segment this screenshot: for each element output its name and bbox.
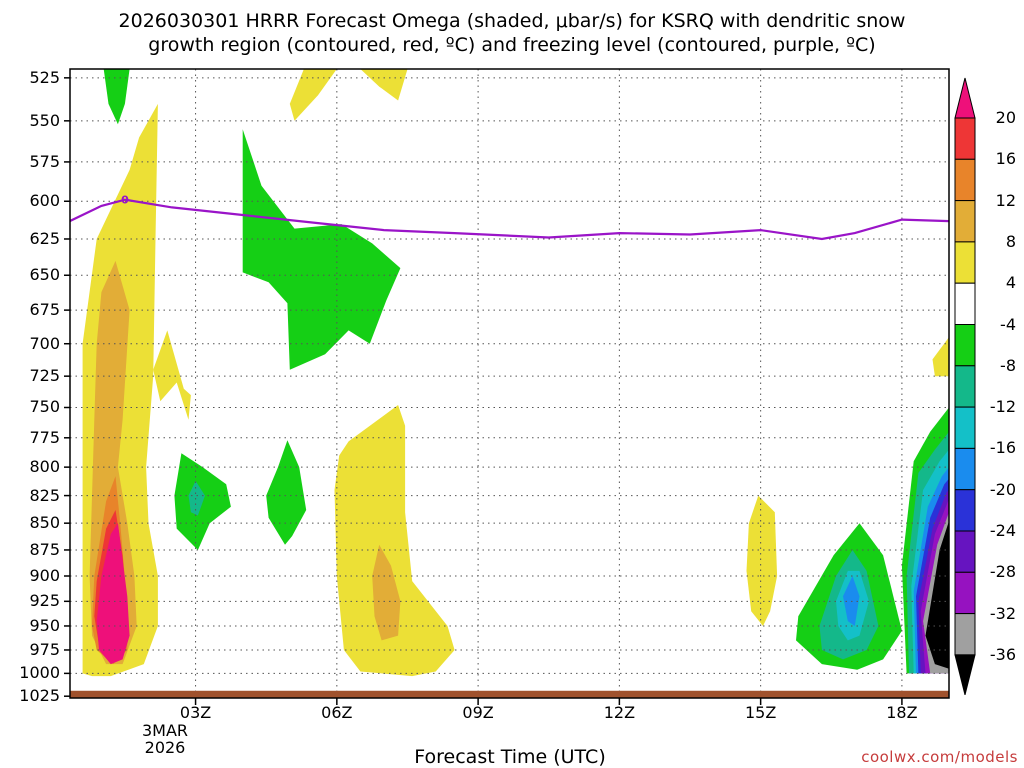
x-tick-label-15Z: 15Z — [744, 703, 777, 722]
colorbar-bin-orange — [954, 158, 976, 202]
x-tick-label-12Z: 12Z — [603, 703, 636, 722]
date-label-year: 2026 — [144, 738, 186, 757]
colorbar-label--4: -4 — [1000, 314, 1016, 334]
omega-region-yellow-1 — [153, 330, 191, 420]
omega-region-yellow-9 — [289, 69, 337, 121]
colorbar-under-arrow — [954, 654, 976, 696]
colorbar-label-20: 20 — [995, 108, 1016, 127]
x-tick-label-18Z: 18Z — [886, 703, 918, 722]
colorbar-bin-purple — [954, 571, 976, 615]
omega-shaded-regions — [82, 69, 949, 677]
y-tick-label-750: 750 — [29, 397, 60, 417]
colorbar-label-16: 16 — [995, 149, 1016, 169]
y-tick-label-725: 725 — [29, 366, 60, 386]
omega-region-yellow-8 — [746, 495, 778, 626]
omega-region-yellow-6 — [334, 405, 455, 677]
colorbar-bin-blue — [954, 447, 976, 491]
freezing-level-layer: 0 — [70, 194, 949, 241]
colorbar-bin-green — [954, 324, 976, 367]
y-tick-label-575: 575 — [29, 151, 60, 171]
y-tick-label-1000: 1000 — [19, 663, 60, 683]
chart-title-line-1: 2026030301 HRRR Forecast Omega (shaded, … — [118, 10, 906, 32]
colorbar-bin-light_orange — [954, 200, 976, 243]
colorbar-label--28: -28 — [989, 562, 1016, 582]
colorbar — [954, 77, 976, 696]
colorbar-label--32: -32 — [989, 603, 1016, 623]
x-tick-label-06Z: 06Z — [321, 703, 353, 722]
omega-region-magenta-5 — [96, 523, 130, 665]
omega-region-black-29 — [925, 521, 949, 669]
axis-ticks — [64, 77, 903, 705]
y-tick-label-775: 775 — [29, 427, 60, 447]
plot-frame — [69, 68, 950, 699]
y-tick-label-925: 925 — [29, 591, 60, 611]
colorbar-label--24: -24 — [989, 521, 1016, 540]
colorbar-label--36: -36 — [989, 644, 1016, 664]
freezing-level-line — [70, 198, 949, 241]
y-tick-label-625: 625 — [29, 228, 60, 248]
colorbar-label--8: -8 — [1000, 355, 1016, 375]
y-tick-label-675: 675 — [29, 300, 60, 320]
y-tick-label-950: 950 — [29, 615, 60, 635]
colorbar-label--16: -16 — [989, 438, 1016, 458]
colorbar-bin-yellow — [954, 241, 976, 284]
omega-region-light_orange-7 — [372, 544, 401, 641]
x-tick-label-09Z: 09Z — [462, 703, 494, 722]
colorbar-label-8: 8 — [1005, 231, 1016, 251]
y-tick-label-825: 825 — [29, 485, 60, 505]
date-label-day: 3MAR — [141, 721, 189, 740]
y-tick-label-800: 800 — [29, 457, 60, 477]
colorbar-over-arrow — [954, 77, 976, 119]
omega-region-green-13 — [242, 129, 401, 370]
ground-band — [70, 690, 949, 698]
y-tick-label-700: 700 — [29, 333, 60, 353]
omega-region-yellow-11 — [932, 337, 949, 377]
colorbar-bin-violet — [954, 530, 976, 573]
colorbar-label-4: 4 — [1005, 273, 1016, 293]
omega-region-green-12 — [103, 69, 130, 125]
colorbar-bin-teal — [954, 365, 976, 408]
y-tick-label-650: 650 — [29, 265, 60, 285]
y-tick-label-525: 525 — [29, 67, 60, 87]
y-tick-label-850: 850 — [29, 513, 60, 533]
colorbar-bin-cyan — [954, 406, 976, 449]
freezing-level-label: 0 — [121, 194, 129, 207]
colorbar-label-12: 12 — [995, 190, 1016, 210]
x-tick-label-03Z: 03Z — [179, 703, 212, 722]
y-tick-label-600: 600 — [29, 191, 60, 211]
colorbar-label--12: -12 — [989, 397, 1016, 417]
omega-region-green-16 — [266, 440, 307, 545]
y-tick-label-875: 875 — [29, 539, 60, 559]
y-tick-label-975: 975 — [29, 639, 60, 659]
colorbar-bin-red — [954, 117, 976, 160]
y-tick-label-1025: 1025 — [19, 686, 60, 706]
colorbar-bin-gray — [954, 613, 976, 656]
x-axis-title: Forecast Time (UTC) — [414, 746, 606, 768]
ground-rect — [70, 690, 949, 698]
colorbar-bin-dark_blue — [954, 489, 976, 532]
y-tick-label-550: 550 — [29, 110, 60, 130]
omega-region-teal-15 — [188, 480, 205, 516]
y-tick-label-900: 900 — [29, 565, 60, 585]
gridlines — [70, 69, 949, 698]
omega-region-yellow-10 — [360, 69, 408, 101]
chart-title-line-2: growth region (contoured, red, ºC) and f… — [148, 34, 876, 56]
colorbar-bin-white — [954, 282, 976, 326]
colorbar-label--20: -20 — [989, 479, 1016, 499]
site-credit: coolwx.com/models — [861, 748, 1018, 766]
